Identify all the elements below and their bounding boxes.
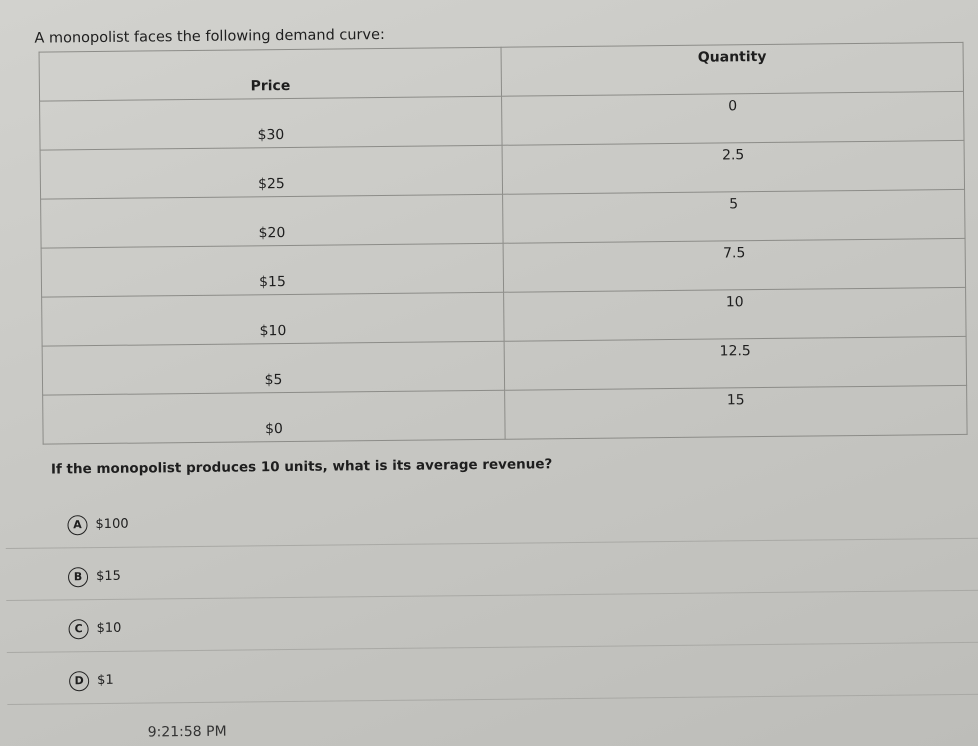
option-text: $15 [95, 568, 121, 585]
answer-option-a[interactable]: A $100 [67, 515, 129, 536]
question-text: If the monopolist produces 10 units, wha… [50, 456, 553, 478]
quantity-header: Quantity [501, 42, 964, 97]
question-prompt: A monopolist faces the following demand … [34, 26, 385, 47]
price-cell: $15 [41, 243, 504, 298]
table-row: $0 15 [42, 385, 968, 445]
option-letter-badge: C [68, 619, 89, 640]
timestamp: 9:21:58 PM [147, 723, 227, 741]
price-header: Price [39, 47, 502, 102]
price-cell: $30 [39, 96, 503, 151]
price-cell: $20 [40, 194, 504, 249]
answer-option-d[interactable]: D $1 [69, 671, 114, 692]
price-cell: $5 [42, 341, 505, 396]
option-divider [7, 693, 978, 705]
option-text: $100 [95, 516, 129, 533]
option-text: $1 [97, 672, 114, 689]
option-text: $10 [96, 620, 122, 637]
quantity-cell: 12.5 [504, 336, 967, 391]
option-letter-badge: A [67, 515, 88, 536]
option-divider [5, 537, 978, 549]
quantity-cell: 10 [503, 287, 967, 342]
quantity-cell: 7.5 [503, 238, 966, 293]
quantity-cell: 15 [504, 385, 968, 440]
answer-option-b[interactable]: B $15 [67, 567, 121, 588]
answer-option-c[interactable]: C $10 [68, 619, 121, 640]
price-cell: $25 [40, 145, 503, 200]
option-letter-badge: D [69, 671, 90, 692]
quantity-cell: 2.5 [502, 140, 965, 195]
quantity-cell: 5 [502, 189, 966, 244]
option-letter-badge: B [67, 567, 89, 588]
option-divider [6, 641, 978, 653]
demand-table: Price Quantity $30 0 $25 2.5 $20 5 $15 7.5 $10 10… [39, 42, 968, 445]
option-divider [6, 589, 978, 601]
quantity-cell: 0 [501, 91, 965, 146]
price-cell: $10 [41, 292, 505, 347]
price-cell: $0 [42, 390, 506, 445]
